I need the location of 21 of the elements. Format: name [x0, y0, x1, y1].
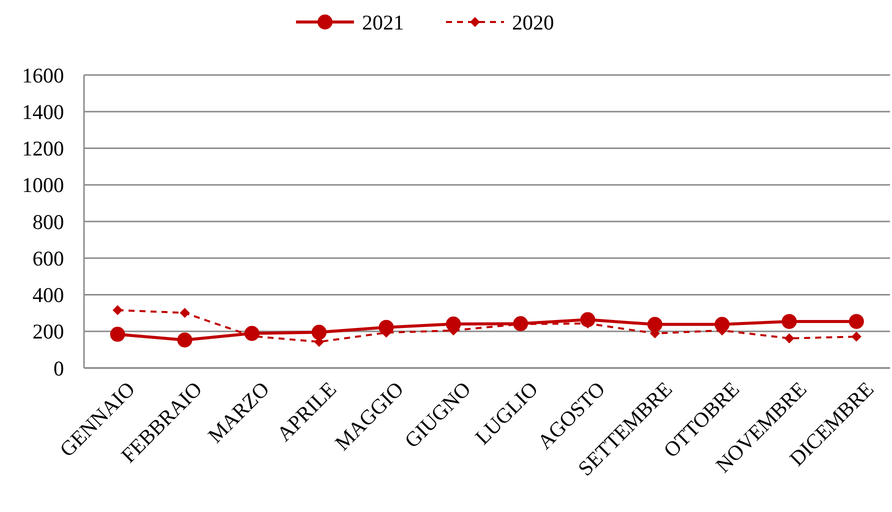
point: [848, 314, 864, 329]
point: [312, 324, 327, 340]
legend-label: 2020: [512, 10, 554, 34]
point: [177, 332, 192, 348]
point: [180, 308, 190, 318]
y-tick-label: 400: [32, 283, 64, 308]
y-tick-label: 1400: [22, 100, 64, 124]
point: [112, 305, 123, 316]
point: [782, 314, 797, 329]
y-tick-label: 1000: [22, 173, 64, 198]
point: [110, 326, 126, 342]
y-tick-label: 0: [54, 356, 64, 380]
y-tick-label: 1600: [22, 63, 64, 88]
point: [851, 332, 862, 342]
point: [647, 316, 662, 332]
y-tick-label: 800: [32, 210, 64, 234]
y-tick-label: 600: [32, 246, 64, 270]
legend-label: 2021: [362, 10, 404, 34]
y-tick-label: 1200: [22, 136, 64, 161]
y-tick-label: 200: [32, 320, 64, 344]
point: [784, 333, 794, 344]
